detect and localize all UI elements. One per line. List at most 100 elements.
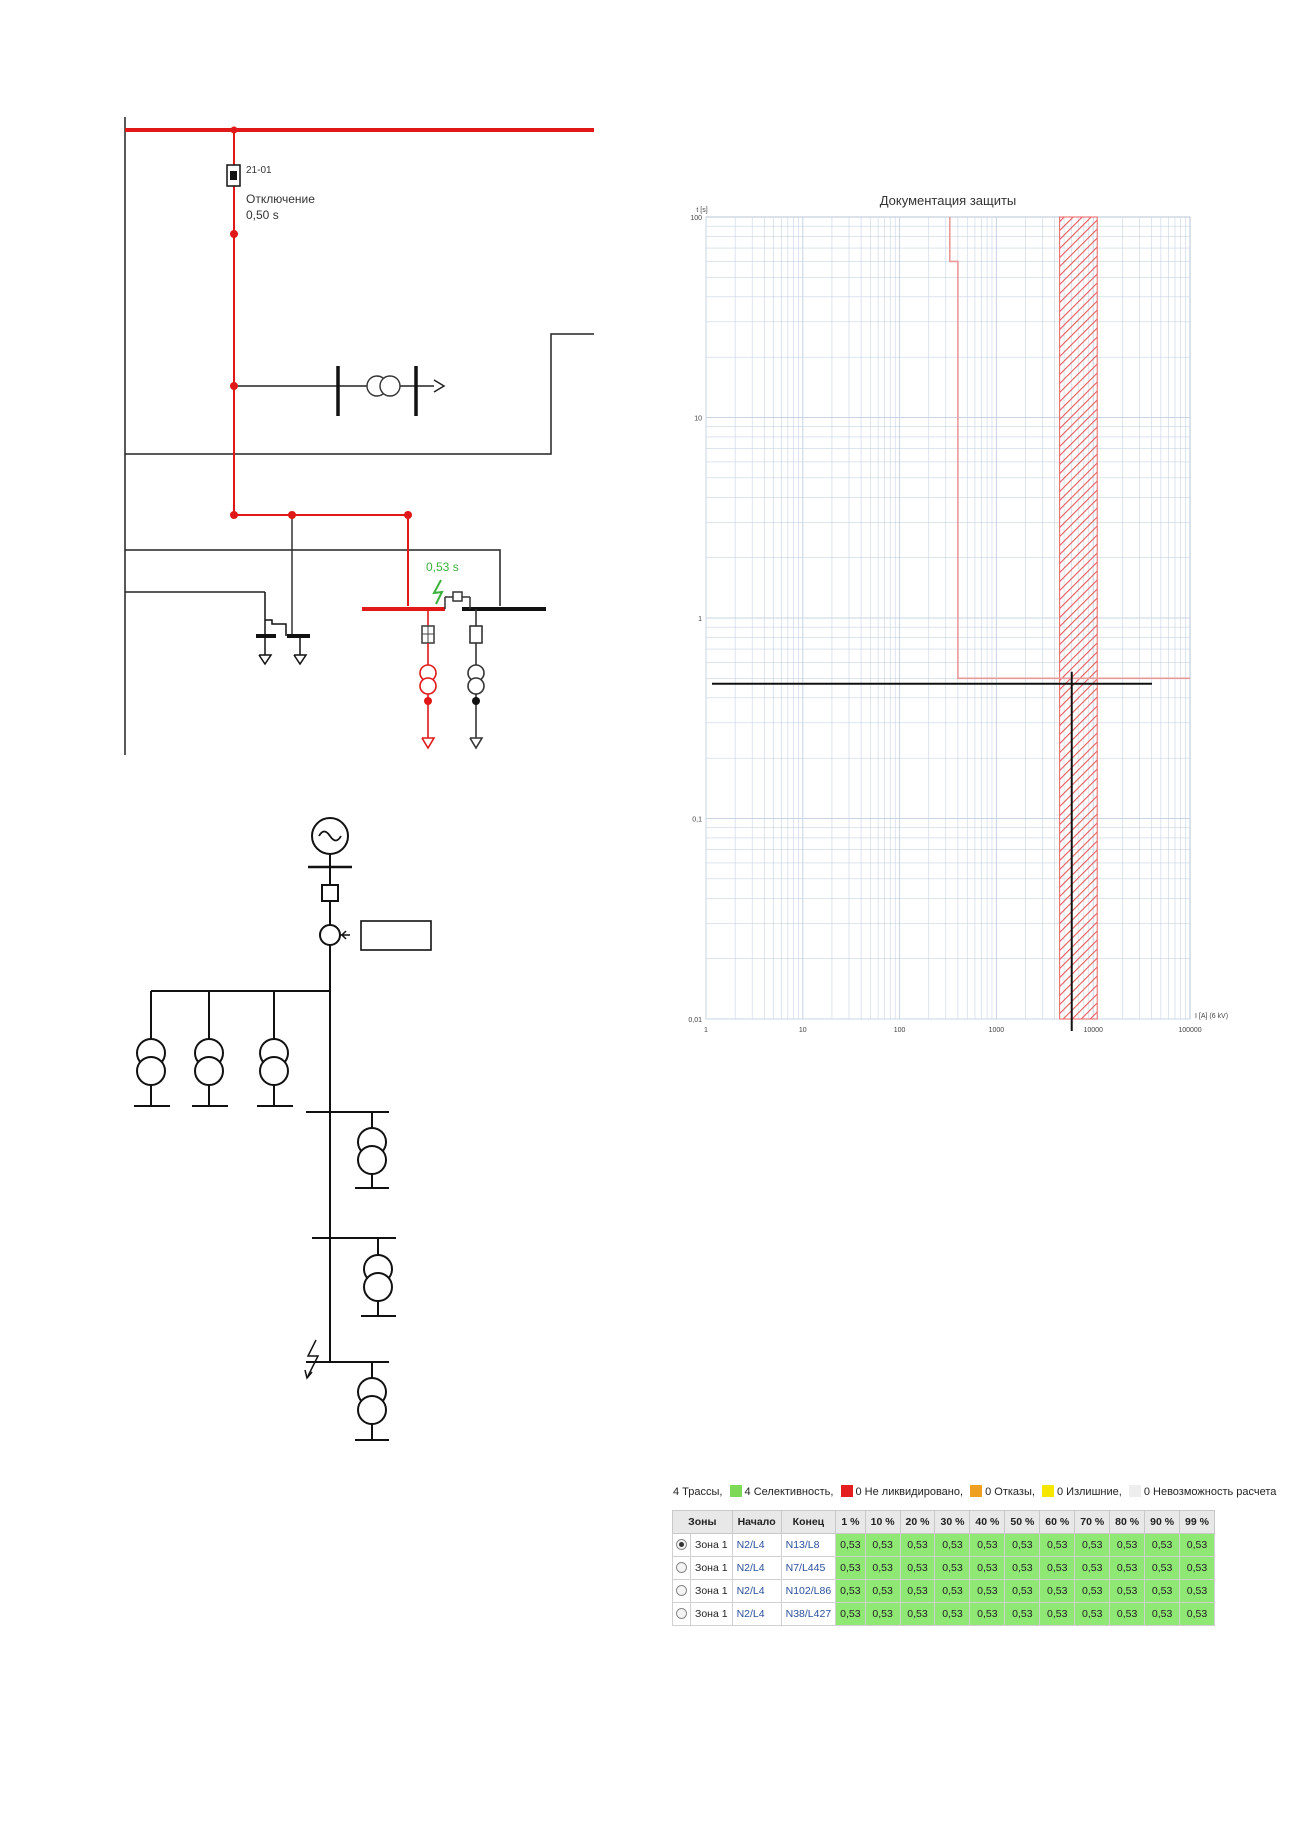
end-cell[interactable]: N13/L8 (780, 1533, 837, 1557)
legend-not-cleared-swatch (840, 1485, 853, 1497)
hatch-line (1059, 930, 1098, 969)
hatch-line (1059, 408, 1098, 447)
zones-table-header: Зоны Начало Конец 1 % 10 % 20 % 30 % 40 % 50 % 60… (672, 1510, 1215, 1534)
hatch-line (1059, 669, 1098, 708)
column-header[interactable]: 30 % (934, 1510, 971, 1534)
row-radio[interactable] (672, 1579, 691, 1603)
legend-impossible-swatch (1128, 1485, 1141, 1497)
value-cell: 0,53 (1109, 1556, 1146, 1580)
hatch-line (1059, 705, 1098, 744)
value-cell: 0,53 (1004, 1556, 1041, 1580)
column-header[interactable]: 70 % (1074, 1510, 1111, 1534)
hatch-line (1089, 1011, 1098, 1019)
value-cell: 0,53 (1074, 1602, 1111, 1626)
hatch-line (1059, 217, 1074, 231)
start-cell[interactable]: N2/L4 (731, 1533, 782, 1557)
hatch-line (1059, 255, 1098, 294)
legend-not-cleared: 0 Не ликвидировано, (855, 1486, 964, 1498)
chart-grid (705, 217, 1190, 1020)
hatch-line (1059, 264, 1098, 303)
table-row[interactable]: Зона 1 N2/L4 N38/L427 0,53 0,53 0,53 0,53 0,53 0… (672, 1602, 1215, 1626)
radio-button[interactable] (676, 1538, 687, 1550)
hatch-line (1059, 217, 1083, 240)
column-header[interactable]: 99 % (1179, 1510, 1215, 1534)
zone-cell: Зона 1 (690, 1556, 733, 1580)
hatch-line (1059, 480, 1098, 519)
value-cell: 0,53 (864, 1579, 901, 1603)
hatch-line (1059, 417, 1098, 456)
end-cell[interactable]: N38/L427 (780, 1602, 837, 1626)
zone-cell: Зона 1 (690, 1579, 733, 1603)
hatch-line (1059, 363, 1098, 402)
start-cell[interactable]: N2/L4 (731, 1602, 782, 1626)
radio-button[interactable] (676, 1561, 687, 1573)
value-cell: 0,53 (835, 1533, 866, 1557)
column-header[interactable]: 1 % (835, 1510, 866, 1534)
chart-series-line (948, 217, 1190, 680)
hatch-line (1059, 759, 1098, 798)
legend-failures-swatch (970, 1485, 983, 1497)
column-header[interactable]: 60 % (1039, 1510, 1076, 1534)
hatch-line (1059, 867, 1098, 906)
hatch-line (1059, 570, 1098, 609)
column-header[interactable]: 20 % (899, 1510, 936, 1534)
hatch-line (1059, 217, 1092, 249)
legend-selectivity: 4 Селективность, (744, 1486, 834, 1498)
value-cell: 0,53 (899, 1556, 936, 1580)
value-cell: 0,53 (899, 1602, 936, 1626)
hatch-line (1059, 966, 1098, 1005)
value-cell: 0,53 (835, 1579, 866, 1603)
start-cell[interactable]: N2/L4 (731, 1579, 782, 1603)
row-radio[interactable] (672, 1556, 691, 1580)
value-cell: 0,53 (934, 1556, 971, 1580)
radio-button[interactable] (676, 1607, 687, 1619)
hatch-line (1071, 993, 1098, 1019)
hatch-line (1059, 561, 1098, 600)
hatch-line (1059, 444, 1098, 483)
legend-failures: 0 Отказы, (985, 1486, 1035, 1498)
hatch-line (1059, 786, 1098, 825)
table-row[interactable]: Зона 1 N2/L4 N102/L86 0,53 0,53 0,53 0,53 0,53 0… (672, 1579, 1215, 1603)
zones-table: Зоны Начало Конец 1 % 10 % 20 % 30 % 40 % 50 % 60… (672, 1510, 1215, 1626)
hatch-line (1060, 1030, 1098, 1068)
column-header[interactable]: 50 % (1004, 1510, 1041, 1534)
column-header[interactable]: Зоны (672, 1510, 733, 1534)
column-header[interactable]: Конец (780, 1510, 837, 1534)
row-radio[interactable] (672, 1533, 691, 1557)
radio-button[interactable] (676, 1584, 687, 1596)
y-tick-label: 0,01 (688, 1017, 702, 1024)
hatch-line (1059, 975, 1098, 1014)
hatch-line (1059, 696, 1098, 735)
column-header[interactable]: 90 % (1144, 1510, 1181, 1534)
value-cell: 0,53 (1074, 1556, 1111, 1580)
value-cell: 0,53 (969, 1533, 1006, 1557)
single-line-schematic (134, 817, 432, 1441)
end-cell[interactable]: N7/L445 (780, 1556, 837, 1580)
value-cell: 0,53 (1039, 1556, 1076, 1580)
column-header[interactable]: 40 % (969, 1510, 1006, 1534)
start-cell[interactable]: N2/L4 (731, 1556, 782, 1580)
hatch-line (1059, 849, 1098, 888)
chart-hatched-band (1059, 166, 1098, 1068)
hatch-line (1059, 516, 1098, 555)
value-cell: 0,53 (1109, 1579, 1146, 1603)
hatch-line (1060, 166, 1098, 204)
chart-y-axis-label: t [s] (696, 207, 707, 214)
row-radio[interactable] (672, 1602, 691, 1626)
y-tick-label: 10 (694, 416, 702, 423)
table-row[interactable]: Зона 1 N2/L4 N7/L445 0,53 0,53 0,53 0,53 0,53 0,… (672, 1556, 1215, 1580)
column-header[interactable]: 10 % (864, 1510, 901, 1534)
end-cell[interactable]: N102/L86 (780, 1579, 837, 1603)
column-header[interactable]: 80 % (1109, 1510, 1146, 1534)
hatch-line (1059, 822, 1098, 861)
column-header[interactable]: Начало (731, 1510, 782, 1534)
hatch-line (1059, 687, 1098, 726)
hatch-line (1059, 336, 1098, 375)
hatch-line (1059, 534, 1098, 573)
value-cell: 0,53 (1179, 1602, 1215, 1626)
table-row[interactable]: Зона 1 N2/L4 N13/L8 0,53 0,53 0,53 0,53 0,53 0,5… (672, 1533, 1215, 1557)
hatch-line (1059, 660, 1098, 699)
value-cell: 0,53 (1144, 1602, 1181, 1626)
hatch-line (1059, 219, 1098, 258)
hatch-line (1080, 1002, 1098, 1019)
